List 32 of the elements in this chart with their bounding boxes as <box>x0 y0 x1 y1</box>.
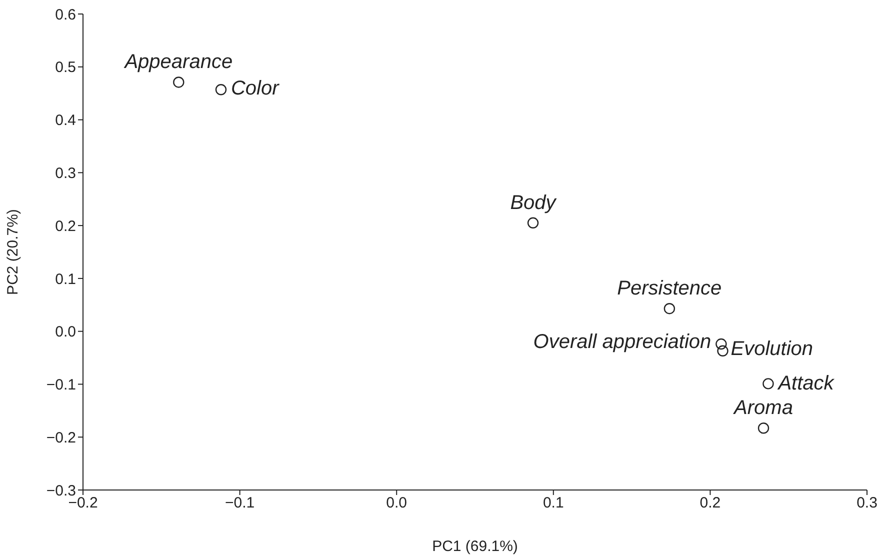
x-axis-title: PC1 (69.1%) <box>432 538 518 555</box>
point <box>762 378 774 390</box>
y-tick-label: 0.3 <box>55 164 76 182</box>
y-tick-label: 0.2 <box>55 218 76 235</box>
y-tick-label: 0.1 <box>55 270 76 288</box>
y-tick-label: 0.5 <box>55 59 76 76</box>
point <box>758 422 770 434</box>
x-tick-label: 0.0 <box>386 494 408 512</box>
annotation: Appearance <box>124 51 233 74</box>
y-tick-label: −0.1 <box>46 376 76 394</box>
y-tick-label: −0.2 <box>46 429 76 446</box>
point <box>527 217 539 229</box>
x-tick-label: 0.3 <box>856 494 878 512</box>
point <box>215 84 227 96</box>
y-axis-title: PC2 (20.7%) <box>4 209 22 295</box>
x-tick-label: 0.1 <box>542 494 564 512</box>
y-tick-label: 0.6 <box>55 6 76 24</box>
x-tick-label: −0.1 <box>224 494 255 512</box>
point <box>664 302 676 314</box>
annotation: Evolution <box>730 338 814 360</box>
point <box>716 338 727 350</box>
x-tick-label: 0.2 <box>700 494 721 512</box>
point <box>173 76 184 88</box>
point <box>717 345 728 356</box>
annotation: Persistence <box>617 278 722 300</box>
annotation: Attack <box>777 372 835 395</box>
annotation: Color <box>230 78 280 100</box>
y-tick-label: 0.4 <box>55 112 76 130</box>
annotation: Aroma <box>733 397 793 420</box>
y-tick-label: 0.0 <box>55 324 76 341</box>
annotation: Overall appreciation <box>533 331 712 354</box>
annotation: Body <box>510 192 557 214</box>
